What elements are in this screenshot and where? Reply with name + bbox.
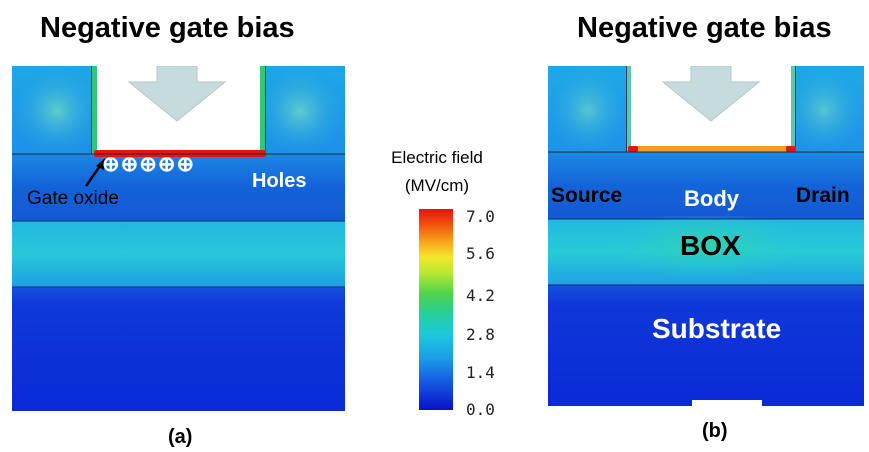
- hole-symbol: ⊕: [120, 153, 140, 176]
- gate-oxide-label: Gate oxide: [27, 188, 119, 209]
- title-panel-a: Negative gate bias: [40, 12, 295, 44]
- hole-symbol: ⊕: [102, 153, 121, 176]
- hole-symbols: ⊕⊕⊕⊕⊕: [102, 152, 195, 177]
- legend-unit: (MV/cm): [404, 176, 470, 195]
- tick-label: 7.0: [466, 207, 495, 226]
- caption-panel-b: (b): [702, 420, 728, 442]
- hole-symbol: ⊕: [139, 153, 158, 176]
- drain-label: Drain: [796, 184, 850, 207]
- tick-label: 0.0: [466, 400, 495, 419]
- tick-label: 1.4: [466, 363, 495, 382]
- field-map-panel-b: [548, 66, 864, 406]
- caption-panel-a: (a): [168, 426, 193, 448]
- title-panel-b: Negative gate bias: [577, 12, 832, 44]
- source-label: Source: [551, 184, 623, 207]
- tick-label: 2.8: [466, 325, 495, 344]
- box-label: BOX: [680, 230, 741, 261]
- field-map-panel-a: [12, 66, 345, 411]
- image-artifact: [692, 400, 762, 412]
- hole-symbol: ⊕: [157, 153, 177, 176]
- legend-title: Electric field: [391, 148, 483, 167]
- tick-label: 4.2: [466, 286, 495, 305]
- substrate-label: Substrate: [652, 313, 782, 344]
- color-scale-bar: [419, 209, 453, 410]
- hole-symbol: ⊕: [176, 153, 196, 176]
- holes-label: Holes: [252, 170, 307, 192]
- tick-label: 5.6: [466, 244, 495, 263]
- body-label: Body: [684, 186, 739, 211]
